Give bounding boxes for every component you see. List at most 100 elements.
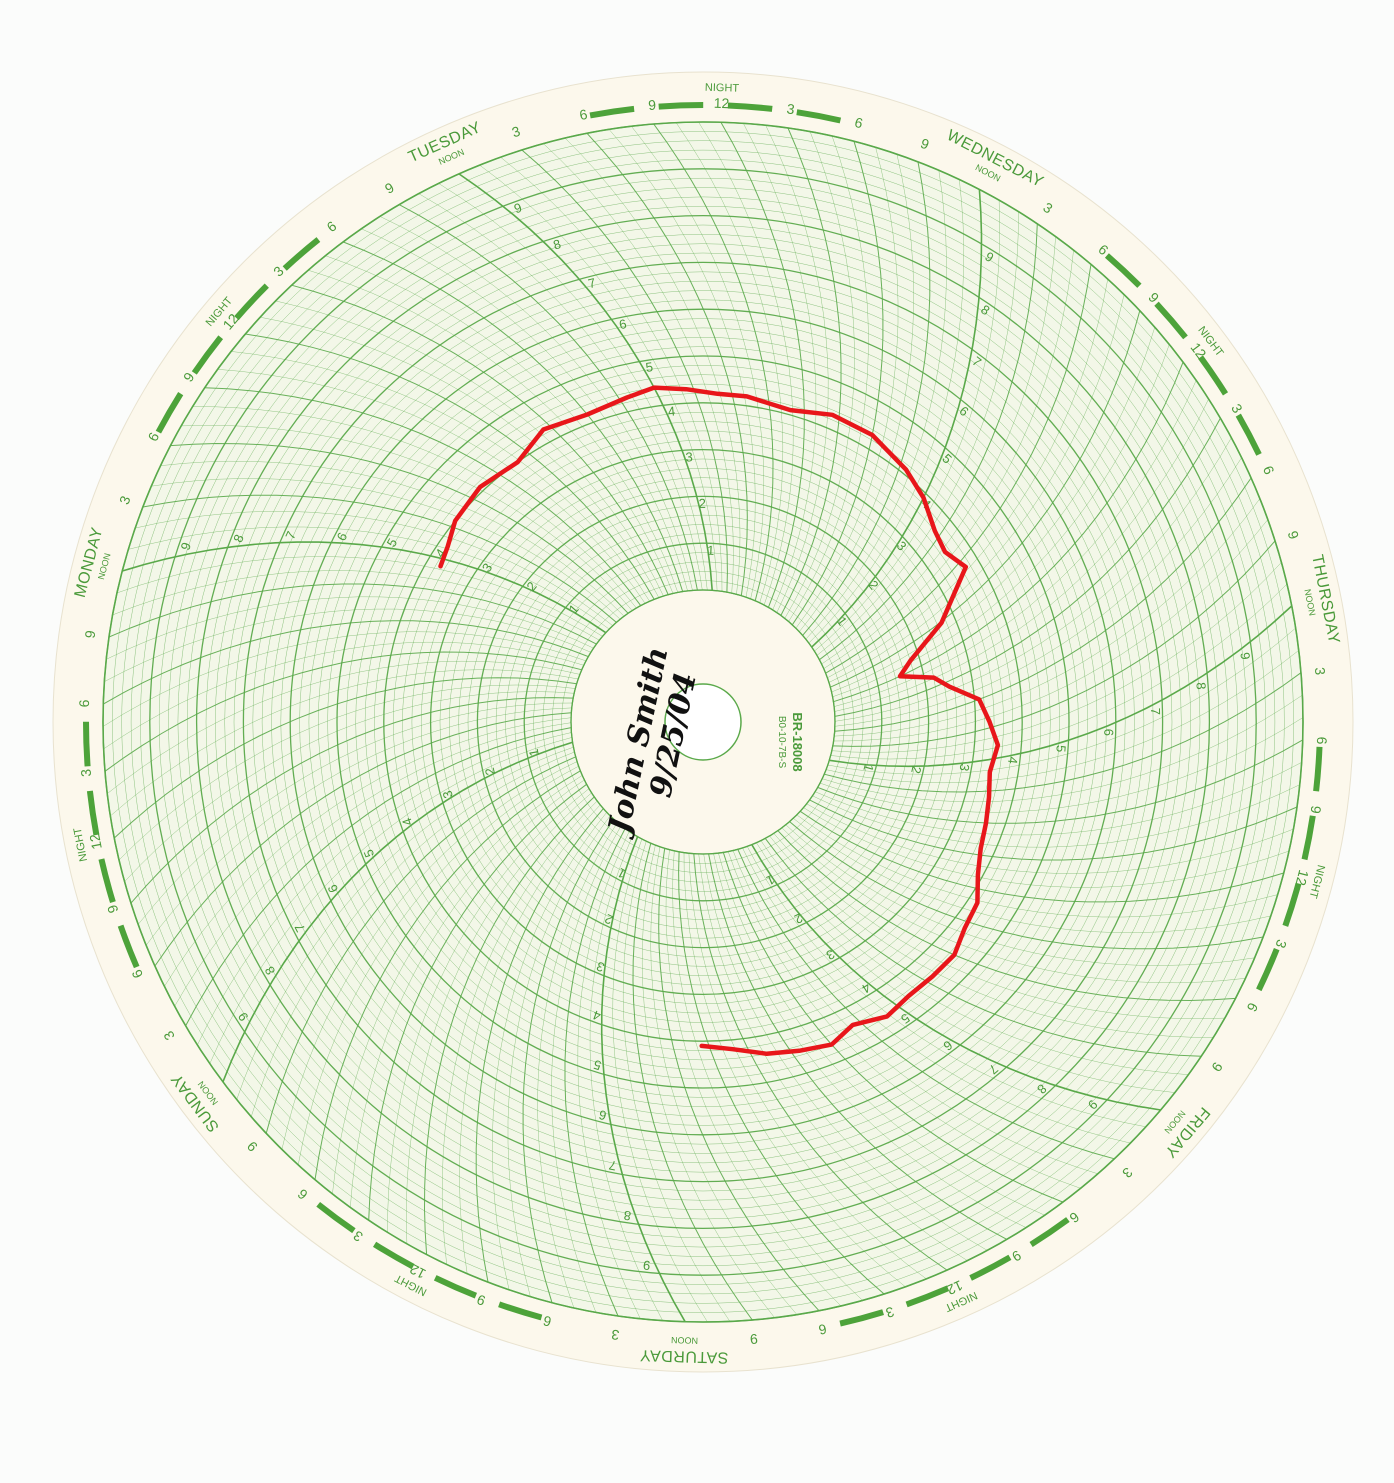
scale-label: 4 [1005, 756, 1021, 765]
hour-line-minor [727, 851, 1081, 1189]
hour-line-minor [250, 751, 575, 1117]
night-bar [191, 335, 224, 375]
scale-label: 5 [1053, 745, 1069, 753]
scale-label: 8 [623, 1208, 632, 1224]
scale-label: 2 [482, 766, 498, 776]
hour-line-minor [438, 183, 708, 591]
value-ring-minor [533, 552, 873, 892]
hour-label: 3 [77, 768, 94, 777]
night-bar [1301, 815, 1316, 861]
scale-label: 7 [608, 1157, 618, 1173]
hour-line-minor [589, 834, 663, 1321]
hour-line-minor [827, 627, 1296, 775]
hour-line-minor [577, 831, 641, 1319]
value-ring-minor [346, 365, 1060, 1079]
day-divider-line [751, 844, 1161, 1111]
value-ring-minor [271, 290, 1135, 1154]
hour-line-minor [128, 526, 610, 630]
night-bar [1154, 301, 1188, 340]
hour-line-minor [641, 845, 775, 1318]
hour-label: 3 [1312, 667, 1329, 676]
hour-line-major [830, 310, 1141, 688]
hour-line-minor [107, 660, 580, 794]
value-ring-minor [458, 477, 948, 967]
hour-label: 9 [1308, 805, 1325, 815]
night-bar [316, 1201, 356, 1234]
value-ring-major [242, 261, 1164, 1183]
value-ring-minor [205, 224, 1201, 1220]
night-bar [727, 102, 773, 112]
hour-line-major [678, 851, 885, 1295]
hour-line-major [799, 810, 1284, 903]
hour-line-minor [110, 669, 579, 817]
hour-line-minor [102, 631, 587, 727]
scale-label: 1 [707, 543, 715, 558]
hour-label: 12 [407, 1261, 428, 1282]
hour-line-minor [793, 818, 1271, 933]
value-ring-minor [420, 439, 986, 1005]
scale-label: 8 [551, 236, 562, 252]
hour-line-minor [138, 702, 573, 925]
hour-label: 6 [817, 1321, 828, 1338]
model-number: BR-18008 [790, 712, 805, 771]
value-ring-major [570, 589, 836, 855]
scale-label: 9 [642, 1258, 651, 1274]
hour-line-minor [805, 170, 947, 640]
hour-line-minor [181, 425, 633, 611]
night-label: NIGHT [705, 82, 740, 95]
hour-line-minor [308, 269, 674, 594]
hour-line-major [720, 122, 805, 608]
hour-line-minor [106, 596, 594, 660]
value-ring-minor [233, 252, 1173, 1192]
night-bar [98, 858, 116, 903]
hour-line-major [245, 333, 655, 600]
hour-line-minor [622, 841, 731, 1322]
hour-line-major [632, 843, 753, 1321]
hour-line-major [108, 583, 597, 645]
hour-line-major [824, 672, 1302, 793]
value-ring-major [336, 355, 1070, 1089]
hour-line-major [130, 697, 574, 904]
scale-label: 4 [667, 404, 676, 420]
hour-line-minor [814, 200, 1000, 652]
hour-line-minor [796, 814, 1278, 918]
recorded-trace [438, 385, 1001, 1057]
scale-label: 5 [645, 359, 654, 375]
value-ring-minor [177, 196, 1229, 1248]
hour-line-minor [765, 125, 829, 613]
hour-line-major [291, 284, 669, 595]
value-ring-minor [495, 514, 911, 930]
hour-line-major [204, 387, 642, 606]
night-bar [155, 392, 184, 434]
hour-label: 12 [944, 1277, 965, 1298]
hour-line-minor [812, 784, 1300, 848]
hour-line-minor [332, 775, 583, 1194]
hour-line-minor [760, 840, 1189, 1075]
hour-line-minor [822, 694, 1303, 803]
value-ring-minor [542, 561, 864, 883]
hour-line-minor [135, 511, 613, 626]
hour-line-major [522, 818, 615, 1303]
night-bar [589, 105, 635, 119]
hour-line-major [833, 361, 1184, 703]
night-bar [86, 790, 100, 836]
hour-line-minor [675, 122, 784, 603]
hour-line-minor [834, 380, 1197, 707]
value-ring-minor [252, 271, 1154, 1173]
scale-label: 7 [587, 275, 598, 291]
hour-line-minor [823, 250, 1074, 669]
hour-line-major [708, 853, 1008, 1240]
hour-line-minor [834, 398, 1209, 712]
hour-line-minor [124, 691, 575, 882]
hour-line-minor [831, 562, 1282, 753]
value-ring-minor [140, 159, 1266, 1285]
day-divider-line [811, 189, 983, 648]
hour-label: 6 [76, 699, 92, 707]
hour-label: 6 [853, 114, 865, 131]
hour-line-major [185, 727, 572, 1027]
night-bar [1235, 413, 1262, 456]
hour-line-minor [788, 136, 869, 622]
value-ring-minor [130, 149, 1276, 1295]
hour-line-minor [209, 737, 572, 1064]
